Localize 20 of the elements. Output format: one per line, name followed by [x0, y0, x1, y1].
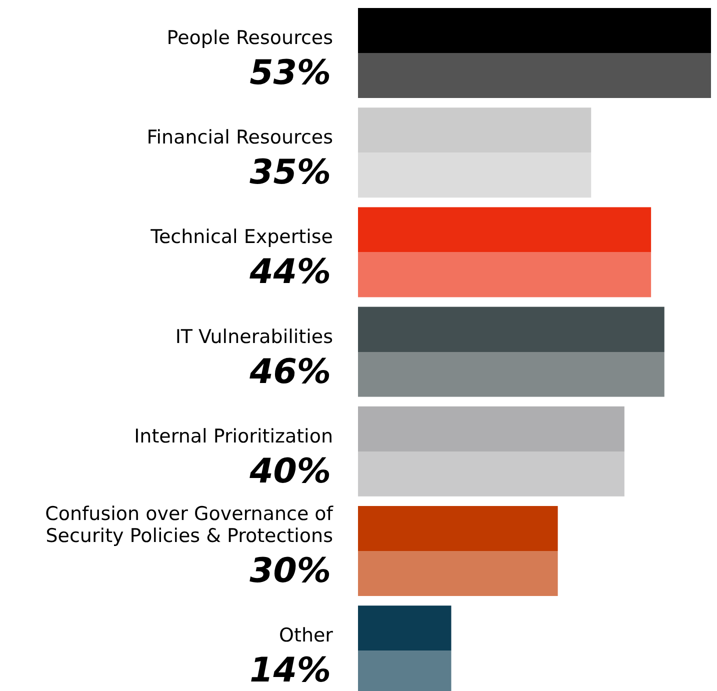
y-tick-label: Financial Resources: [146, 126, 333, 149]
data-label: 53%: [250, 53, 331, 93]
data-label: 30%: [250, 551, 331, 591]
bar: [358, 306, 664, 397]
y-tick-label: Other: [279, 624, 334, 647]
bar: [358, 506, 558, 596]
data-label: 40%: [248, 451, 331, 492]
y-tick-label: Technical Expertise: [150, 226, 333, 248]
y-tick-label: Confusion over Governance of Security Policies & Protections: [45, 503, 334, 547]
bar: [358, 8, 711, 98]
y-tick-label: People Resources: [166, 27, 333, 49]
bar: [358, 108, 592, 198]
data-label: 14%: [250, 650, 331, 691]
data-label: 44%: [248, 252, 331, 292]
data-label: 46%: [248, 352, 331, 392]
y-tick-label: Internal Prioritization: [134, 425, 333, 448]
bar: [358, 207, 652, 298]
bar: [358, 406, 624, 496]
data-label: 35%: [250, 152, 331, 193]
y-tick-label: IT Vulnerabilities: [175, 326, 333, 348]
